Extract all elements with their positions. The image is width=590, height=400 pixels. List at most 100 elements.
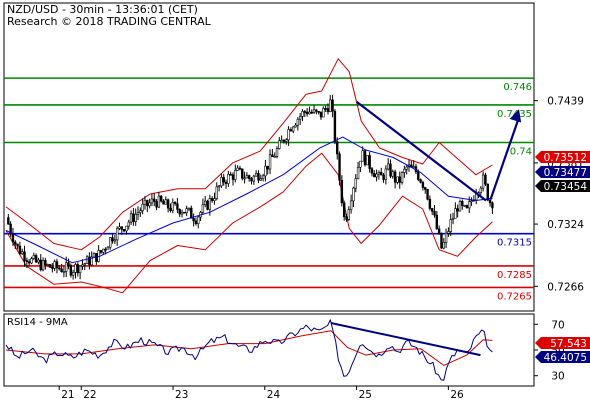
candle-body [25,260,29,263]
candle-body [178,209,181,215]
candle-body [71,272,75,276]
candle-body [34,255,38,263]
price-tag: 0.73477 [544,167,587,179]
candle-body [470,200,473,203]
candle-body [65,262,68,272]
candle-body [127,221,130,227]
rsi-tag: 46.4075 [544,352,587,364]
candle-body [486,183,489,201]
candle-body [363,150,367,166]
candle-body [74,264,77,273]
candle-body [384,168,388,180]
candle-body [90,256,93,266]
candle-body [370,168,374,174]
candle-body [271,154,274,157]
candle-body [342,202,346,218]
candle-body [421,182,425,188]
candle-body [444,232,448,243]
candle-body [433,210,436,216]
candle-body [359,160,362,168]
candle-body [113,239,117,242]
candle-body [403,168,406,173]
candle-body [176,203,179,210]
level-label: 0.74 [510,147,532,158]
rsi-line [5,319,493,381]
candle-body [449,219,452,232]
candle-body [426,189,429,200]
candle-body [222,177,225,183]
rsi-layer [5,319,493,381]
forecast-arrow-shaft [489,116,521,200]
candle-body [315,109,318,112]
level-label: 0.746 [503,82,532,93]
candle-body [190,207,193,219]
trend-layer [355,100,522,202]
candle-body [41,260,45,271]
bollinger-lower-line [5,152,493,294]
candle-body [236,167,239,171]
candle-body [208,198,212,210]
level-label: 0.7285 [497,270,532,281]
candle-body [62,271,66,273]
price-tag: 0.73512 [544,152,587,164]
candle-body [310,111,313,114]
candle-body [60,268,63,273]
time-tick-label: 24 [267,389,281,400]
candle-body [122,229,126,232]
candle-body [109,237,112,248]
candle-body [289,129,293,132]
candle-body [67,262,70,266]
time-tick-label: 25 [359,389,372,400]
candle-body [148,202,151,207]
candle-body [171,202,174,211]
chart-subtitle: Research © 2018 TRADING CENTRAL [7,15,212,28]
candle-body [111,237,114,242]
candle-body [287,129,290,141]
candle-body [308,111,311,115]
candle-body [92,253,96,258]
candle-body [331,99,334,112]
candle-body [58,267,61,270]
candle-body [391,171,395,177]
candle-body [213,198,216,201]
candle-body [155,201,158,208]
candle-body [435,214,439,230]
candle-body [317,111,320,113]
candle-body [224,181,228,184]
candle-body [373,172,376,178]
candle-body [27,261,31,264]
candles-layer [7,94,494,280]
candle-body [78,265,82,274]
candle-body [292,126,295,132]
candle-body [412,166,415,168]
candle-body [210,198,214,201]
candle-body [261,175,265,179]
candle-body [197,216,200,224]
candle-body [32,255,35,259]
candle-body [104,248,107,251]
candle-body [366,155,369,166]
candle-body [340,180,344,204]
rsi-tick-label: 70 [551,319,564,331]
price-tick-label: 0.7324 [547,219,584,231]
candle-body [187,207,191,210]
candle-body [141,203,144,212]
candle-body [282,139,286,142]
candle-body [375,173,378,178]
rsi-ma-line [5,330,493,366]
candle-body [9,223,12,234]
rsi-trend-line [330,322,481,357]
candle-body [393,171,397,183]
candle-body [183,211,186,214]
price-tick-label: 0.7266 [547,281,584,293]
candle-body [37,259,40,263]
candle-body [51,267,54,269]
trend-line [355,100,487,202]
candle-body [157,195,161,208]
candle-body [106,246,110,250]
candle-body [456,208,459,212]
candle-body [46,264,49,266]
candle-body [275,148,279,157]
candle-body [164,199,168,205]
